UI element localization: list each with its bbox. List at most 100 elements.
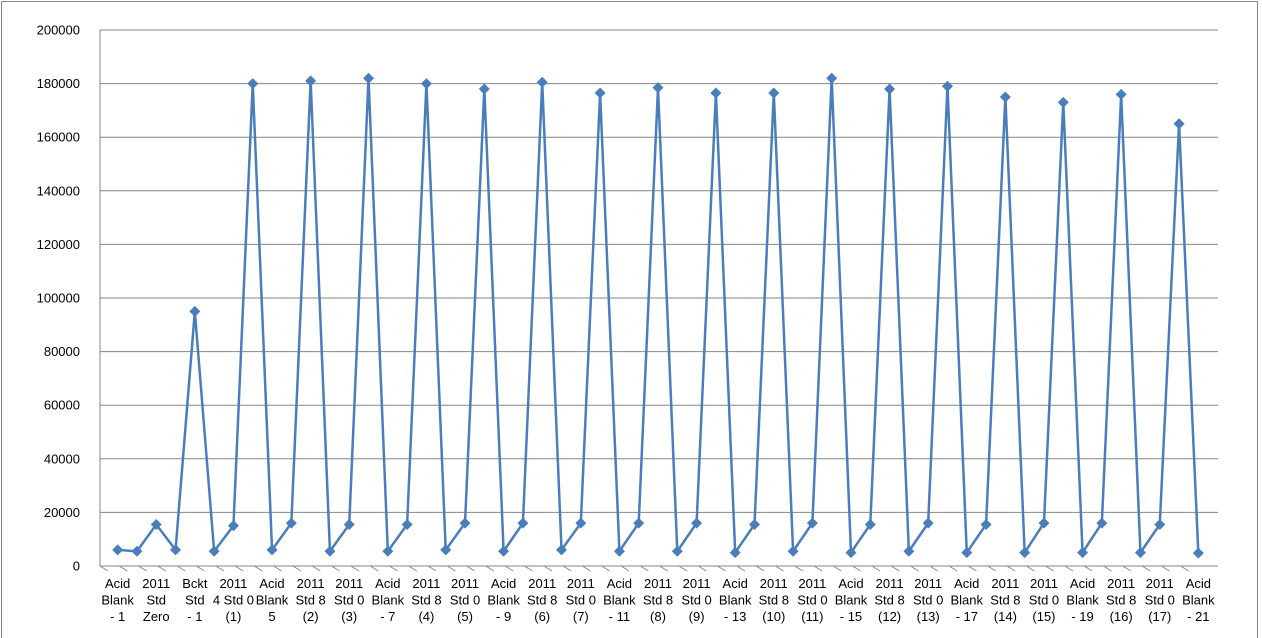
x-tick-label: 2011 Std 0 (5)	[450, 576, 480, 624]
x-tick-label: 2011 Std 0 (17)	[1145, 576, 1175, 624]
x-tick	[215, 565, 225, 572]
y-tick-label: 60000	[44, 398, 80, 413]
data-point	[922, 517, 934, 529]
data-point	[594, 87, 606, 99]
x-tick	[331, 565, 340, 572]
y-tick-label: 200000	[37, 23, 80, 38]
y-tick-label: 20000	[44, 505, 80, 520]
data-point	[787, 545, 799, 557]
x-tick	[447, 565, 456, 572]
x-tick	[485, 565, 495, 572]
x-tick-label: 2011 Std 8 (12)	[874, 576, 904, 624]
y-tick-label: 180000	[37, 76, 80, 91]
x-tick	[910, 565, 919, 572]
x-tick	[312, 565, 321, 572]
data-point	[806, 517, 818, 529]
data-point	[536, 76, 548, 88]
x-tick-label: 2011 Std 0 (3)	[334, 576, 364, 624]
x-tick	[620, 565, 630, 572]
x-tick-label: 2011 4 Std 0 (1)	[213, 576, 254, 624]
data-point	[382, 545, 394, 557]
data-point	[189, 305, 201, 317]
x-tick	[389, 565, 398, 572]
x-tick	[890, 565, 900, 572]
data-point	[440, 544, 452, 556]
x-tick	[736, 565, 746, 572]
x-tick	[562, 565, 572, 572]
data-point	[1096, 517, 1108, 529]
x-tick-label: 2011 Std 0 (9)	[681, 576, 711, 624]
data-point	[227, 520, 239, 532]
x-tick-label: Acid Blank - 1	[101, 576, 134, 624]
data-point	[459, 517, 471, 529]
data-point	[1057, 96, 1069, 108]
y-tick-label: 80000	[44, 344, 80, 359]
x-tick	[369, 565, 379, 572]
data-point	[420, 78, 432, 90]
x-tick	[640, 565, 649, 572]
x-tick-label: Acid Blank - 19	[1066, 576, 1099, 624]
data-point	[980, 518, 992, 530]
x-tick	[408, 565, 418, 572]
data-point	[768, 87, 780, 99]
data-point	[170, 544, 182, 556]
data-point	[131, 545, 143, 557]
x-tick-label: Acid Blank 5	[256, 576, 289, 624]
x-tick	[254, 565, 263, 572]
x-tick	[1103, 565, 1112, 572]
x-tick	[157, 565, 167, 572]
data-point	[826, 72, 838, 84]
x-tick	[717, 565, 726, 572]
y-tick-label: 160000	[37, 130, 80, 145]
x-tick	[119, 565, 128, 572]
data-point	[652, 82, 664, 94]
x-tick	[1045, 565, 1054, 572]
y-tick-label: 40000	[44, 451, 80, 466]
data-point	[517, 517, 529, 529]
x-tick	[350, 565, 360, 572]
x-tick-label: Acid Blank - 9	[487, 576, 520, 624]
data-point	[845, 547, 857, 559]
x-tick	[871, 565, 881, 572]
data-point	[999, 91, 1011, 103]
x-tick	[813, 565, 823, 572]
x-tick	[1006, 565, 1016, 572]
data-point	[1154, 518, 1166, 530]
x-tick	[678, 565, 688, 572]
x-tick	[504, 565, 514, 572]
y-tick-label: 0	[73, 559, 80, 574]
data-point	[1038, 517, 1050, 529]
x-tick	[427, 565, 437, 572]
x-tick-label: Acid Blank - 21	[1182, 576, 1215, 624]
x-tick-label: 2011 Std 0 (15)	[1029, 576, 1059, 624]
data-point	[247, 78, 259, 90]
x-tick	[601, 565, 611, 572]
x-tick	[582, 565, 591, 572]
data-point	[864, 518, 876, 530]
data-point	[208, 545, 220, 557]
x-tick	[543, 565, 553, 572]
x-tick-label: 2011 Std 8 (2)	[295, 576, 325, 624]
x-tick-label: 2011 Std 8 (6)	[527, 576, 557, 624]
x-tick	[1083, 565, 1093, 572]
x-tick	[1064, 565, 1074, 572]
x-tick	[659, 565, 668, 572]
x-tick-label: Acid Blank - 11	[603, 576, 636, 624]
x-tick-label: Bckt Std - 1	[182, 576, 208, 624]
data-point	[903, 545, 915, 557]
x-tick	[99, 565, 109, 572]
data-point	[498, 545, 510, 557]
data-point	[884, 83, 896, 95]
x-tick	[466, 565, 475, 572]
data-point	[710, 87, 722, 99]
data-point	[613, 545, 625, 557]
x-tick	[1122, 565, 1132, 572]
x-tick-label: Acid Blank - 7	[372, 576, 405, 624]
data-point	[1115, 88, 1127, 100]
y-tick-label: 140000	[37, 183, 80, 198]
data-point	[575, 517, 587, 529]
x-tick	[987, 565, 996, 572]
data-point	[1192, 547, 1204, 559]
